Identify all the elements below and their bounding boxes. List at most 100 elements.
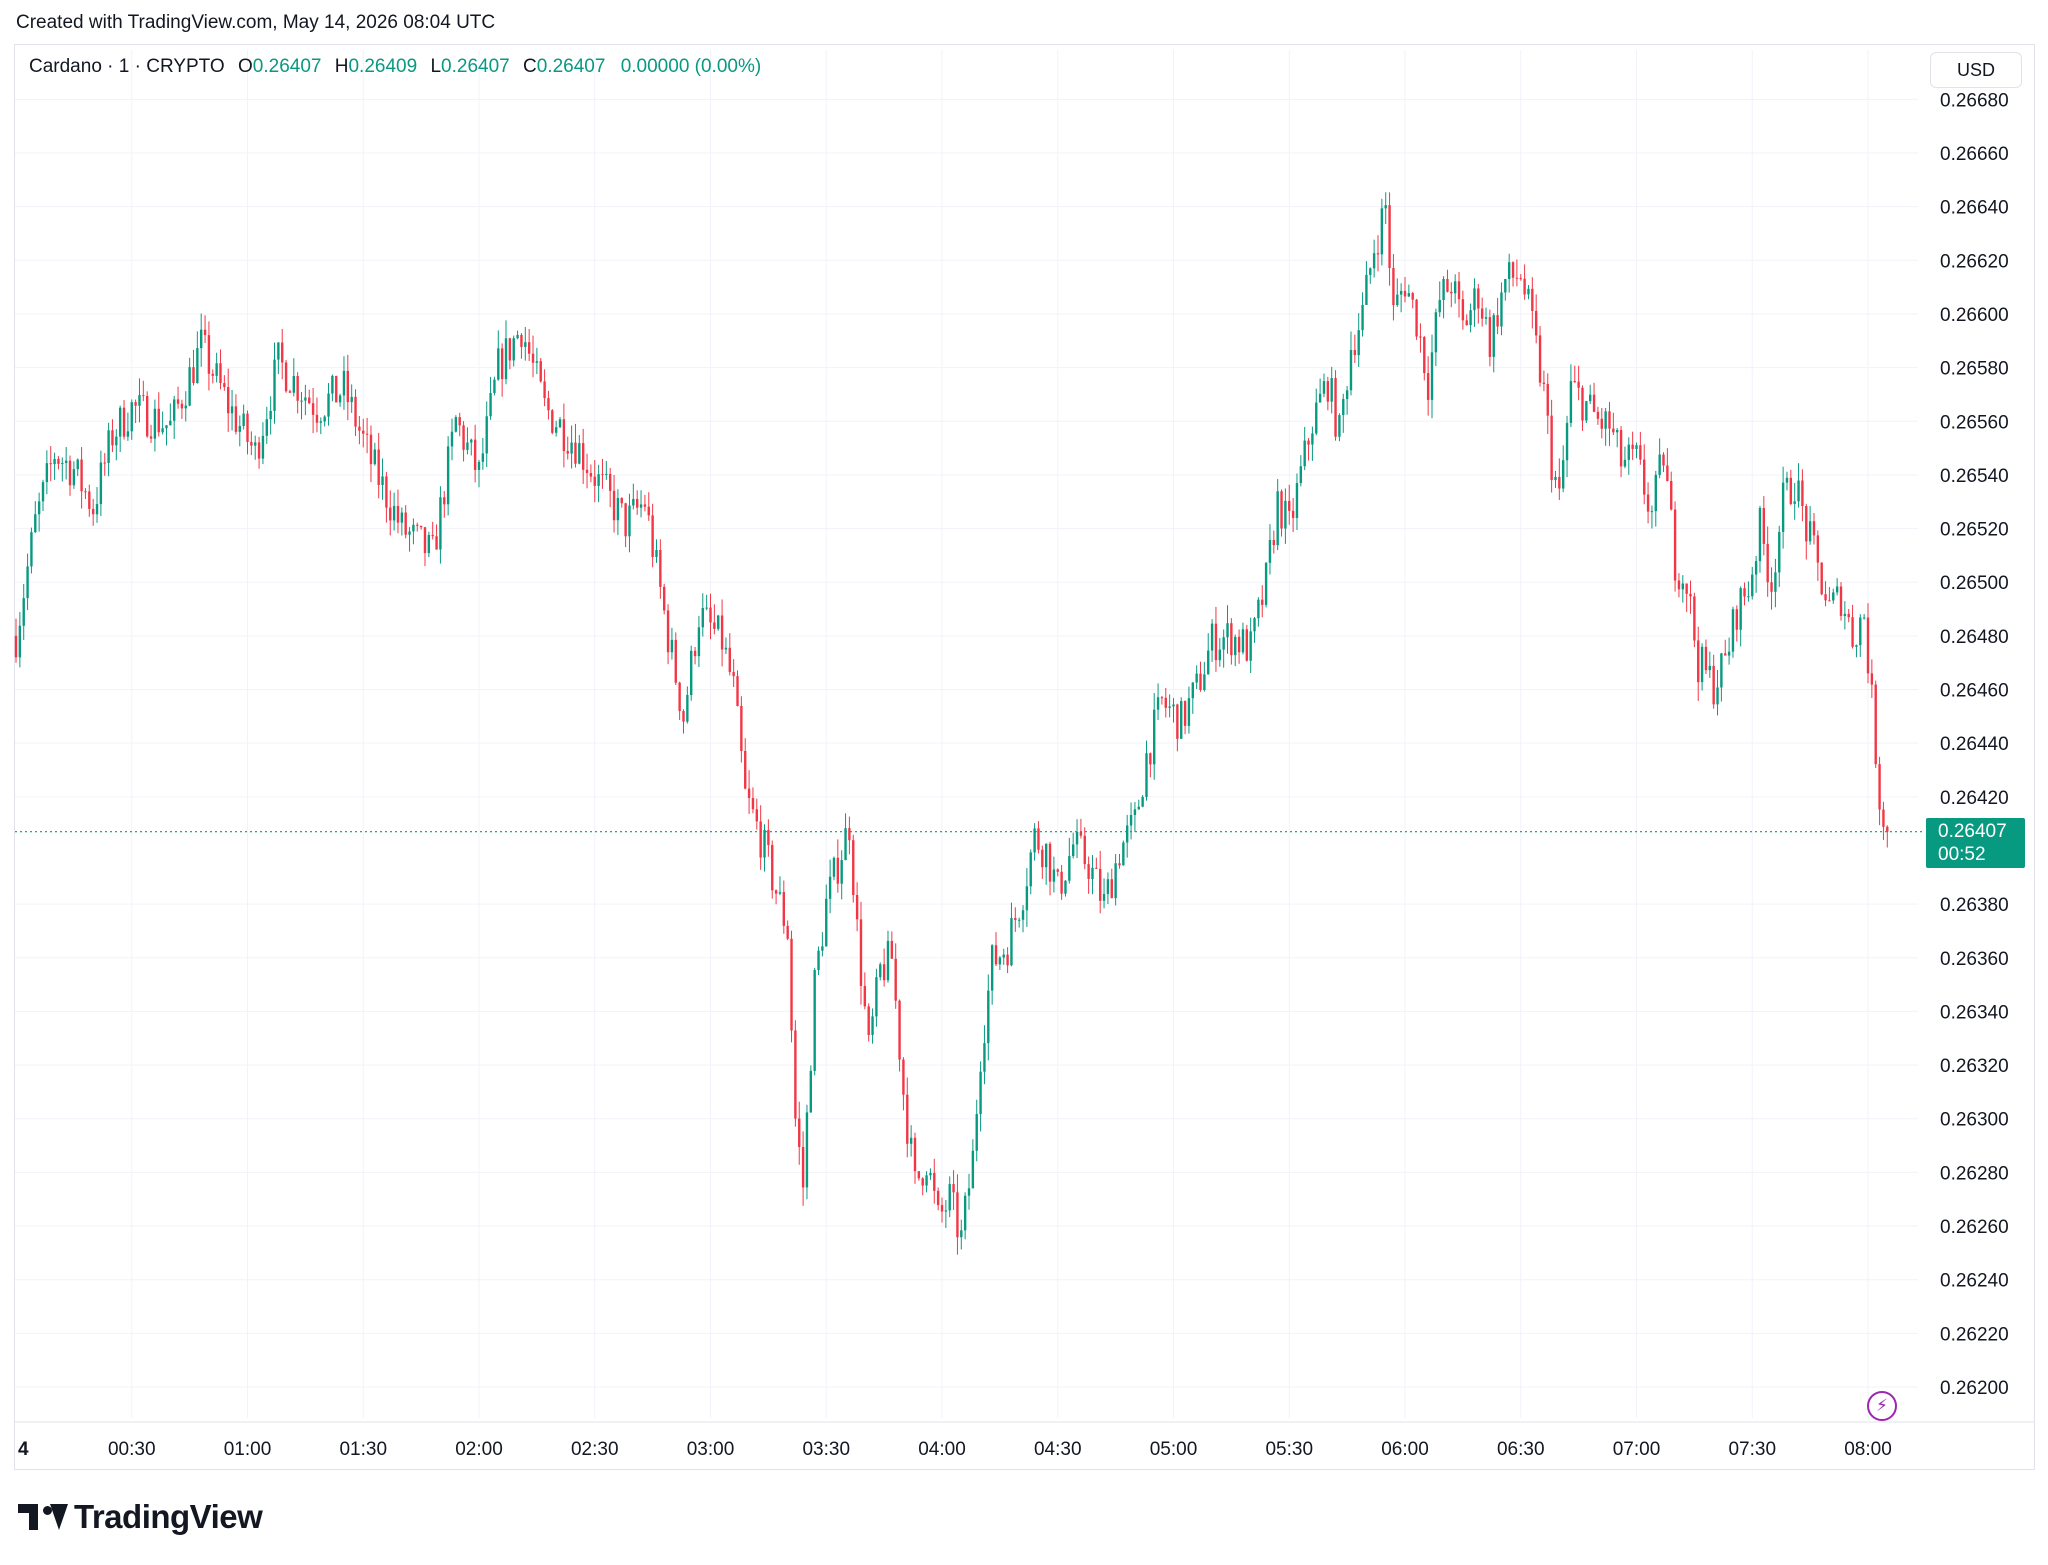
candle-body	[308, 397, 311, 404]
x-tick-label: 02:30	[571, 1439, 619, 1460]
candle-body	[103, 462, 106, 464]
candle-body	[832, 857, 836, 877]
candle-body	[45, 463, 49, 483]
candle-body	[1569, 381, 1573, 423]
candle-body	[450, 431, 454, 447]
candle-body	[1546, 384, 1549, 416]
candle-body	[149, 436, 153, 439]
candle-body	[605, 473, 608, 475]
symbol-title[interactable]: Cardano · 1 · CRYPTO	[29, 56, 225, 77]
y-tick-label: 0.26420	[1940, 788, 2009, 809]
bolt-icon[interactable]: ⚡	[1867, 1391, 1897, 1421]
candle-body	[666, 610, 670, 653]
candle-body	[219, 363, 222, 384]
candle-body	[1234, 636, 1237, 656]
candle-body	[1859, 617, 1862, 646]
currency-button[interactable]: USD	[1930, 52, 2022, 88]
candle-body	[1654, 474, 1657, 512]
candle-body	[1357, 330, 1360, 356]
candle-body	[1469, 310, 1472, 326]
candle-body	[1415, 299, 1418, 337]
candle-body	[1075, 831, 1079, 845]
candle-body	[1361, 304, 1364, 331]
candle-body	[512, 338, 515, 361]
candle-body	[1430, 352, 1434, 400]
tradingview-logo[interactable]: TradingView	[18, 1497, 263, 1537]
candle-body	[1156, 697, 1160, 710]
candle-body	[72, 469, 76, 486]
candle-body	[655, 549, 658, 557]
candle-body	[1762, 508, 1766, 544]
candle-body	[1403, 290, 1407, 297]
candle-body	[1349, 349, 1353, 391]
candle-body	[1534, 310, 1538, 336]
candle-body	[1681, 583, 1684, 590]
candle-body	[678, 682, 681, 712]
candle-body	[439, 497, 442, 550]
candle-body	[890, 940, 894, 959]
candle-body	[1677, 580, 1681, 590]
candle-body	[1488, 317, 1492, 357]
candle-body	[1195, 673, 1198, 683]
chart-pane[interactable]	[14, 44, 2035, 1470]
candle-body	[1372, 253, 1376, 269]
candle-body	[755, 809, 758, 822]
candle-body	[1608, 411, 1611, 429]
candle-body	[1083, 835, 1086, 865]
candle-body	[1650, 511, 1654, 513]
candle-body	[709, 607, 712, 623]
candle-body	[805, 1112, 809, 1188]
candle-body	[948, 1184, 951, 1211]
candle-body	[1766, 543, 1769, 583]
candle-body	[1264, 562, 1268, 605]
candle-body	[1203, 674, 1206, 691]
candle-body	[1284, 500, 1287, 529]
candle-body	[350, 396, 353, 403]
candle-body	[1596, 411, 1600, 419]
candle-body	[1118, 863, 1121, 866]
candle-body	[855, 894, 859, 920]
candle-body	[1550, 415, 1553, 481]
candle-body	[1573, 381, 1576, 383]
candle-body	[470, 439, 473, 443]
candle-body	[1631, 444, 1634, 449]
candle-body	[1496, 315, 1499, 327]
x-tick-label: 04:00	[918, 1439, 966, 1460]
candle-body	[254, 442, 257, 446]
candle-body	[138, 395, 141, 406]
chart-caption: Created with TradingView.com, May 14, 20…	[16, 12, 496, 33]
x-tick-label: 06:30	[1497, 1439, 1545, 1460]
candle-body	[1164, 697, 1167, 708]
candle-body	[423, 527, 427, 554]
candle-body	[566, 451, 569, 454]
candle-body	[759, 821, 762, 858]
candle-body	[809, 1070, 813, 1113]
x-tick-label: 00:30	[108, 1439, 156, 1460]
close-value: 0.26407	[536, 56, 606, 77]
candle-body	[987, 990, 990, 1044]
candle-body	[1423, 337, 1426, 374]
candle-body	[1565, 422, 1569, 461]
candle-body	[327, 393, 330, 417]
candle-body	[790, 938, 793, 1031]
candle-body	[1199, 673, 1202, 691]
candle-body	[145, 395, 149, 437]
candle-body	[1685, 583, 1688, 594]
candle-body	[1751, 574, 1754, 597]
candle-body	[1704, 646, 1708, 671]
candle-body	[798, 1118, 801, 1147]
candle-body	[134, 402, 137, 406]
candle-body	[153, 408, 157, 439]
candle-body	[1878, 764, 1881, 810]
candle-body	[416, 524, 419, 526]
candle-body	[979, 1071, 982, 1115]
candle-body	[1129, 815, 1133, 826]
candle-body	[1407, 293, 1411, 297]
candle-body	[288, 391, 292, 393]
candle-body	[41, 482, 45, 502]
candle-body	[1210, 623, 1214, 651]
candle-body	[1288, 500, 1291, 511]
candle-body	[1507, 262, 1511, 279]
candle-body	[1670, 480, 1673, 510]
